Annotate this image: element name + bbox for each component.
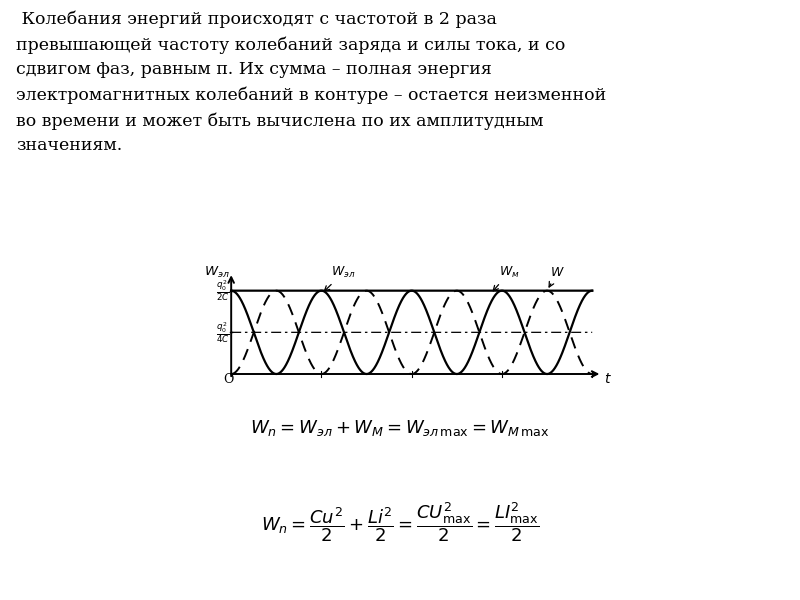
Text: $W_{n} = \dfrac{Cu^2}{2} + \dfrac{Li^2}{2} = \dfrac{CU^2_{\mathrm{max}}}{2} = \d: $W_{n} = \dfrac{Cu^2}{2} + \dfrac{Li^2}{… [261,500,539,544]
Text: O: O [224,373,234,386]
Text: $W_{эл}$: $W_{эл}$ [204,265,230,280]
Text: $\frac{q_0^{\,2}}{4C}$: $\frac{q_0^{\,2}}{4C}$ [216,320,230,344]
Text: $W$: $W$ [549,266,565,287]
Text: Колебания энергий происходят с частотой в 2 раза
превышающей частоту колебаний з: Колебания энергий происходят с частотой … [16,11,606,154]
Text: $W_{n} = W_{\mathit{эл}} + W_{M} = W_{\mathit{эл}\,\mathrm{max}} = W_{M\,\mathrm: $W_{n} = W_{\mathit{эл}} + W_{M} = W_{\m… [250,418,550,439]
Text: $\frac{q_0^{\,2}}{2C}$: $\frac{q_0^{\,2}}{2C}$ [216,278,230,303]
Text: $W_{эл}$: $W_{эл}$ [325,265,356,291]
Text: $W_{м}$: $W_{м}$ [493,265,520,291]
Text: $t$: $t$ [604,372,612,386]
